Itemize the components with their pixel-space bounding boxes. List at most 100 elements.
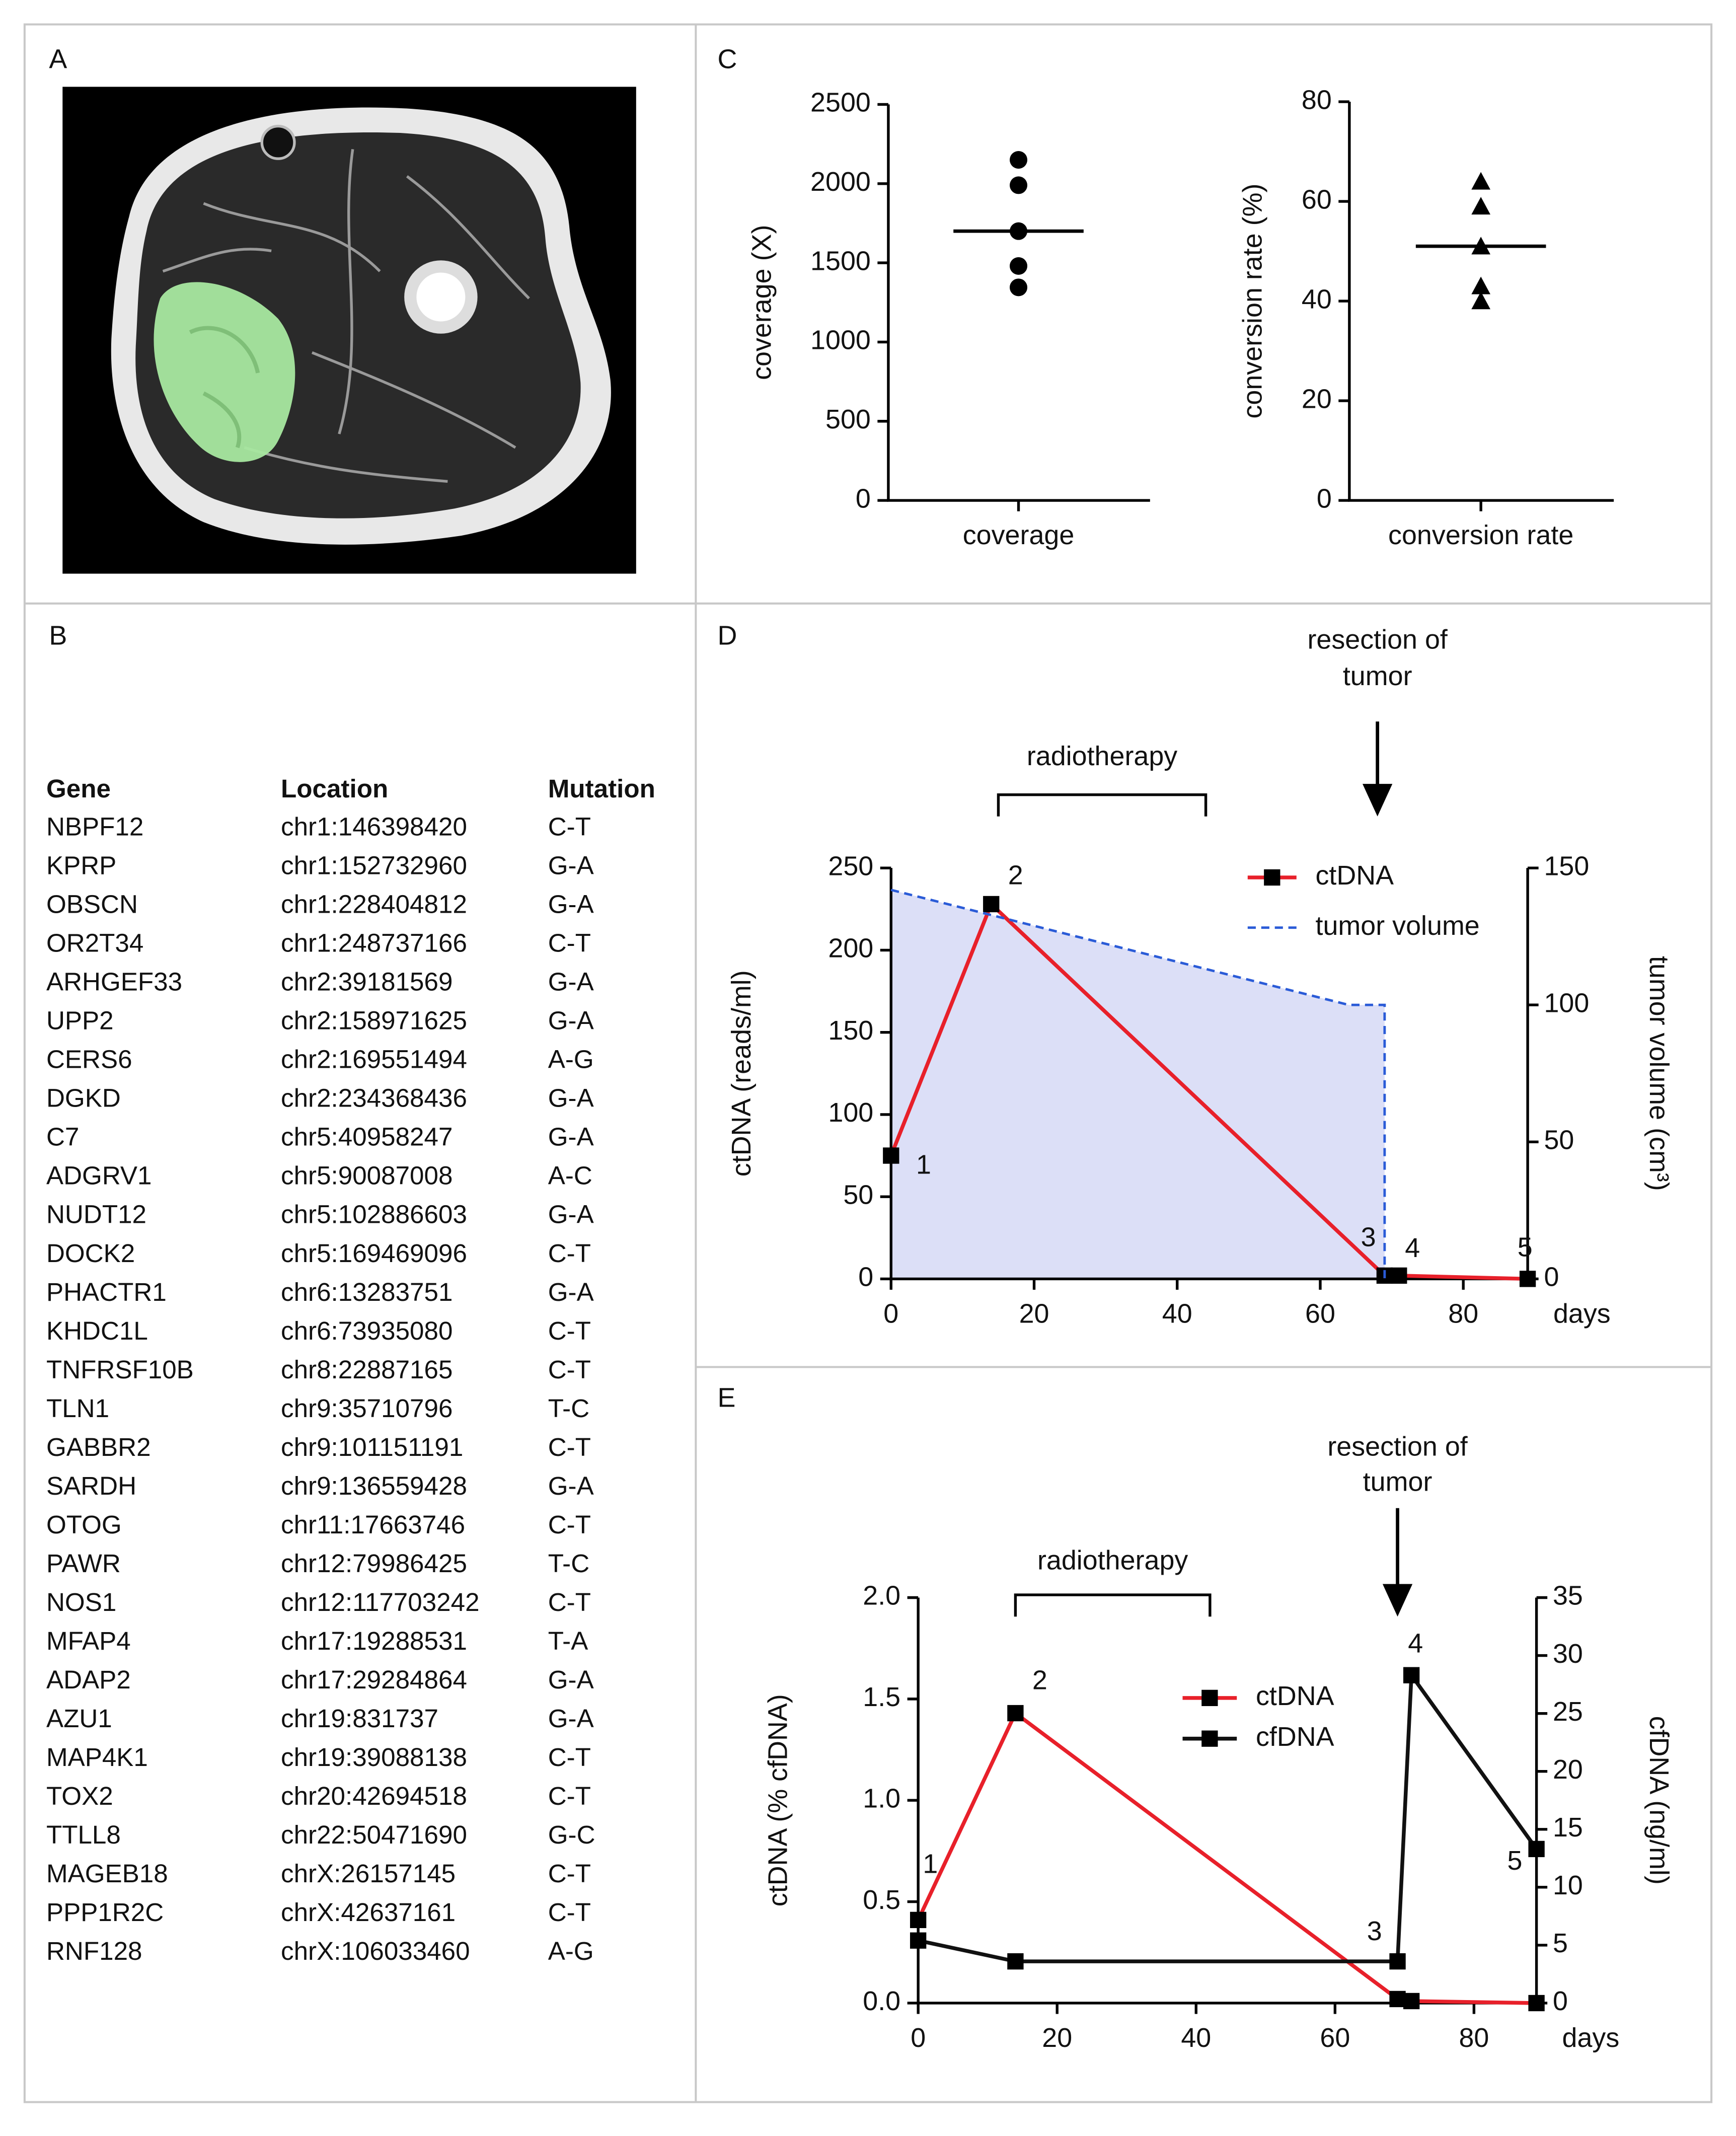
table-cell: chrX:26157145 <box>281 1859 456 1888</box>
table-cell: G-A <box>548 1278 594 1306</box>
table-cell: C-T <box>548 1433 591 1461</box>
table-cell: chr9:35710796 <box>281 1394 452 1423</box>
table-cell: PHACTR1 <box>46 1278 167 1306</box>
panel-label: A <box>49 44 67 74</box>
y-tick-label: 100 <box>828 1097 873 1128</box>
panel-label: C <box>717 44 737 74</box>
table-cell: chr1:146398420 <box>281 813 467 841</box>
table-cell: C-T <box>548 1898 591 1927</box>
area <box>891 890 1385 1279</box>
y-tick-label: 0 <box>856 483 871 513</box>
table-cell: G-A <box>548 1665 594 1694</box>
table-cell: G-A <box>548 1084 594 1113</box>
marker <box>1007 1705 1024 1722</box>
mri-image <box>62 87 636 574</box>
marker <box>1010 151 1028 169</box>
table-cell: chr19:831737 <box>281 1704 438 1733</box>
legend-label: ctDNA <box>1316 860 1394 891</box>
y-axis-label: ctDNA (% cfDNA) <box>763 1694 793 1906</box>
panel-label: D <box>717 620 737 650</box>
bracket <box>1014 1593 1212 1617</box>
table-cell: chr20:42694518 <box>281 1782 467 1810</box>
point-label: 1 <box>916 1149 931 1180</box>
x-tick-label: coverage <box>963 520 1075 550</box>
table-cell: C-T <box>548 1588 591 1616</box>
table-cell: T-A <box>548 1627 588 1655</box>
table-cell: T-C <box>548 1394 589 1423</box>
table-cell: OTOG <box>46 1510 122 1539</box>
table-cell: chr6:73935080 <box>281 1316 452 1345</box>
table-cell: TOX2 <box>46 1782 113 1810</box>
y2-tick-label: 0 <box>1544 1262 1559 1292</box>
table-cell: C-T <box>548 929 591 957</box>
y-tick-label: 20 <box>1302 384 1332 414</box>
marker <box>1010 278 1028 297</box>
table-cell: T-C <box>548 1549 589 1578</box>
marker <box>1528 1840 1545 1858</box>
table-cell: C-T <box>548 1316 591 1345</box>
table-cell: TNFRSF10B <box>46 1355 194 1384</box>
marker <box>1007 1953 1024 1970</box>
y2-axis-label: cfDNA (ng/ml) <box>1644 1716 1674 1885</box>
bracket <box>997 793 1207 817</box>
y-tick-label: 500 <box>825 404 871 434</box>
y-tick-label: 60 <box>1302 184 1332 214</box>
y2-tick-label: 20 <box>1553 1754 1583 1785</box>
y2-tick-label: 0 <box>1553 1986 1568 2016</box>
table-cell: NUDT12 <box>46 1200 146 1229</box>
marker <box>1519 1271 1536 1287</box>
annotation-text: resection of <box>1327 1431 1468 1461</box>
y2-tick-label: 10 <box>1553 1870 1583 1900</box>
x-tick-label: 60 <box>1305 1298 1335 1329</box>
table-cell: MFAP4 <box>46 1627 131 1655</box>
point-label: 3 <box>1367 1916 1382 1946</box>
arrow-head <box>1382 1584 1413 1617</box>
point-label: 5 <box>1518 1232 1533 1262</box>
y-tick-label: 1.5 <box>863 1682 900 1712</box>
y2-tick-label: 50 <box>1544 1125 1574 1155</box>
table-cell: PPP1R2C <box>46 1898 164 1927</box>
table-cell: G-A <box>548 1200 594 1229</box>
table-cell: chr5:169469096 <box>281 1239 467 1268</box>
table-cell: chr9:101151191 <box>281 1433 463 1461</box>
y-tick-label: 1500 <box>810 246 871 276</box>
table-cell: SARDH <box>46 1471 136 1500</box>
table-cell: chr5:102886603 <box>281 1200 467 1229</box>
x-tick-label: 0 <box>911 2023 926 2053</box>
marker <box>1471 276 1491 294</box>
table-cell: MAGEB18 <box>46 1859 168 1888</box>
y2-tick-label: 15 <box>1553 1812 1583 1843</box>
point-label: 4 <box>1408 1629 1423 1659</box>
y-tick-label: 250 <box>828 851 873 881</box>
table-header: Location <box>281 774 388 803</box>
point-label: 3 <box>1361 1222 1376 1252</box>
legend-marker <box>1264 869 1280 886</box>
table-cell: chr19:39088138 <box>281 1743 467 1772</box>
axis-line <box>889 868 1529 1281</box>
table-cell: chrX:106033460 <box>281 1937 470 1965</box>
y2-tick-label: 35 <box>1553 1581 1583 1611</box>
table-cell: chr11:17663746 <box>281 1510 465 1539</box>
x-axis-label: days <box>1553 1298 1611 1329</box>
table-cell: TTLL8 <box>46 1820 121 1849</box>
x-axis-label: days <box>1562 2023 1619 2053</box>
panel-label: B <box>49 620 67 650</box>
y-tick-label: 80 <box>1302 85 1332 115</box>
table-cell: chr12:79986425 <box>281 1549 467 1578</box>
y-tick-label: 2500 <box>810 88 871 118</box>
x-tick-label: conversion rate <box>1388 520 1573 550</box>
arrow-head <box>1363 784 1393 817</box>
table-cell: G-A <box>548 1006 594 1035</box>
table-cell: ARHGEF33 <box>46 968 182 996</box>
table-cell: chr5:90087008 <box>281 1161 452 1190</box>
point-label: 2 <box>1032 1665 1047 1695</box>
y-tick-label: 200 <box>828 933 873 964</box>
x-tick-label: 40 <box>1162 1298 1192 1329</box>
marker <box>1471 172 1491 190</box>
y-tick-label: 0.0 <box>863 1986 900 2016</box>
table-cell: NBPF12 <box>46 813 143 841</box>
marker <box>910 1911 927 1929</box>
table-cell: A-G <box>548 1937 594 1965</box>
marker <box>1403 1667 1420 1683</box>
